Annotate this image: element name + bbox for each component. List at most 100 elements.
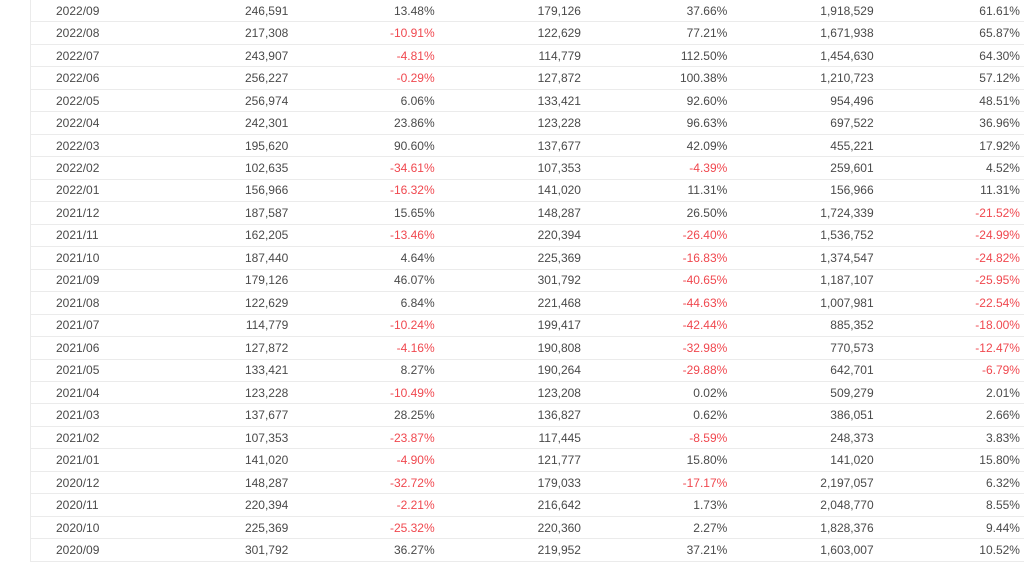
value-cell: 225,369 xyxy=(537,250,581,265)
percent-cell: -4.39% xyxy=(689,161,728,176)
month-cell: 2022/04 xyxy=(56,116,100,131)
percent-cell: 15.80% xyxy=(686,453,728,468)
month-cell: 2022/06 xyxy=(56,71,100,86)
percent-cell: -24.82% xyxy=(975,250,1020,265)
value-cell: 136,827 xyxy=(537,408,581,423)
percent-cell: 10.52% xyxy=(979,542,1020,557)
value-cell: 225,369 xyxy=(244,520,289,535)
month-cell: 2020/11 xyxy=(56,498,99,513)
percent-cell: -8.59% xyxy=(689,430,728,445)
value-cell: 1,828,376 xyxy=(820,520,874,535)
percent-cell: 36.96% xyxy=(979,116,1020,131)
percent-cell: -29.88% xyxy=(682,363,728,378)
value-cell: 386,051 xyxy=(830,408,874,423)
percent-cell: -6.79% xyxy=(981,363,1020,378)
value-cell: 1,007,981 xyxy=(820,295,874,310)
value-cell: 1,671,938 xyxy=(820,26,874,41)
month-cell: 2021/06 xyxy=(56,340,100,355)
value-cell: 259,601 xyxy=(830,161,874,176)
table-row: 2021/02 107,353 -23.87% 117,445 -8.59% 248,37… xyxy=(31,427,1024,450)
value-cell: 121,777 xyxy=(537,453,581,468)
month-cell: 2022/01 xyxy=(56,183,100,198)
value-cell: 179,126 xyxy=(244,273,289,288)
percent-cell: 90.60% xyxy=(393,138,435,153)
percent-cell: -18.00% xyxy=(975,318,1020,333)
value-cell: 122,629 xyxy=(537,26,581,41)
month-cell: 2021/04 xyxy=(56,385,100,400)
percent-cell: -16.32% xyxy=(389,183,435,198)
percent-cell: -26.40% xyxy=(682,228,728,243)
percent-cell: -2.21% xyxy=(396,498,435,513)
percent-cell: 4.64% xyxy=(400,250,435,265)
value-cell: 195,620 xyxy=(244,138,289,153)
table-row: 2021/12 187,587 15.65% 148,287 26.50% 1,724,3… xyxy=(31,202,1024,225)
table-row: 2020/12 148,287 -32.72% 179,033 -17.17% 2,197… xyxy=(31,472,1024,495)
percent-cell: 2.27% xyxy=(693,520,728,535)
value-cell: 217,308 xyxy=(244,26,289,41)
percent-cell: 15.65% xyxy=(393,205,435,220)
month-cell: 2022/02 xyxy=(56,161,100,176)
percent-cell: 2.66% xyxy=(985,408,1020,423)
value-cell: 187,440 xyxy=(244,250,289,265)
table-row: 2021/08 122,629 6.84% 221,468 -44.63% 1,007,9… xyxy=(31,292,1024,315)
month-cell: 2021/10 xyxy=(56,250,100,265)
month-cell: 2021/03 xyxy=(56,408,100,423)
percent-cell: -32.72% xyxy=(389,475,435,490)
table-row: 2022/01 156,966 -16.32% 141,020 11.31% 156,96… xyxy=(31,180,1024,203)
percent-cell: -21.52% xyxy=(975,205,1020,220)
value-cell: 123,228 xyxy=(244,385,289,400)
percent-cell: 11.31% xyxy=(687,183,728,198)
table-row: 2021/03 137,677 28.25% 136,827 0.62% 386,051 2… xyxy=(31,404,1024,427)
percent-cell: 77.21% xyxy=(686,26,728,41)
month-cell: 2021/09 xyxy=(56,273,100,288)
value-cell: 455,221 xyxy=(830,138,874,153)
table-row: 2021/11 162,205 -13.46% 220,394 -26.40% 1,536… xyxy=(31,225,1024,248)
value-cell: 242,301 xyxy=(244,116,289,131)
data-table: 2022/09 246,591 13.48% 179,126 37.66% 1,918,5… xyxy=(30,0,1024,562)
value-cell: 148,287 xyxy=(537,205,581,220)
value-cell: 248,373 xyxy=(830,430,874,445)
table-row: 2021/06 127,872 -4.16% 190,808 -32.98% 770,57… xyxy=(31,337,1024,360)
percent-cell: 26.50% xyxy=(686,205,728,220)
percent-cell: 61.61% xyxy=(979,3,1020,18)
table-row: 2022/05 256,974 6.06% 133,421 92.60% 954,496 4… xyxy=(31,90,1024,113)
value-cell: 301,792 xyxy=(244,542,289,557)
percent-cell: 57.12% xyxy=(979,71,1020,86)
percent-cell: 64.30% xyxy=(979,48,1020,63)
month-cell: 2021/12 xyxy=(56,205,100,220)
value-cell: 1,536,752 xyxy=(820,228,874,243)
percent-cell: -4.16% xyxy=(396,340,435,355)
value-cell: 2,197,057 xyxy=(820,475,874,490)
month-cell: 2020/09 xyxy=(56,542,100,557)
percent-cell: -23.87% xyxy=(389,430,435,445)
percent-cell: -13.46% xyxy=(389,228,435,243)
value-cell: 137,677 xyxy=(244,408,289,423)
month-cell: 2021/07 xyxy=(56,318,100,333)
value-cell: 141,020 xyxy=(830,453,874,468)
percent-cell: -12.47% xyxy=(975,340,1020,355)
month-cell: 2022/03 xyxy=(56,138,100,153)
month-cell: 2021/02 xyxy=(56,430,100,445)
value-cell: 1,210,723 xyxy=(820,71,874,86)
value-cell: 133,421 xyxy=(537,93,581,108)
value-cell: 1,603,007 xyxy=(820,542,874,557)
percent-cell: -22.54% xyxy=(975,295,1020,310)
percent-cell: 48.51% xyxy=(979,93,1020,108)
table-row: 2020/09 301,792 36.27% 219,952 37.21% 1,603,0… xyxy=(31,539,1024,562)
percent-cell: -4.81% xyxy=(396,48,435,63)
value-cell: 114,779 xyxy=(245,318,289,333)
percent-cell: 100.38% xyxy=(679,71,728,86)
value-cell: 187,587 xyxy=(244,205,289,220)
table-row: 2021/05 133,421 8.27% 190,264 -29.88% 642,701… xyxy=(31,360,1024,382)
value-cell: 642,701 xyxy=(830,363,874,378)
percent-cell: 8.27% xyxy=(400,363,435,378)
value-cell: 1,918,529 xyxy=(820,3,874,18)
value-cell: 123,228 xyxy=(537,116,581,131)
value-cell: 122,629 xyxy=(244,295,289,310)
table-row: 2022/06 256,227 -0.29% 127,872 100.38% 1,210,… xyxy=(31,67,1024,90)
value-cell: 107,353 xyxy=(244,430,289,445)
value-cell: 301,792 xyxy=(537,273,581,288)
percent-cell: 13.48% xyxy=(393,3,435,18)
value-cell: 141,020 xyxy=(537,183,581,198)
value-cell: 243,907 xyxy=(244,48,289,63)
